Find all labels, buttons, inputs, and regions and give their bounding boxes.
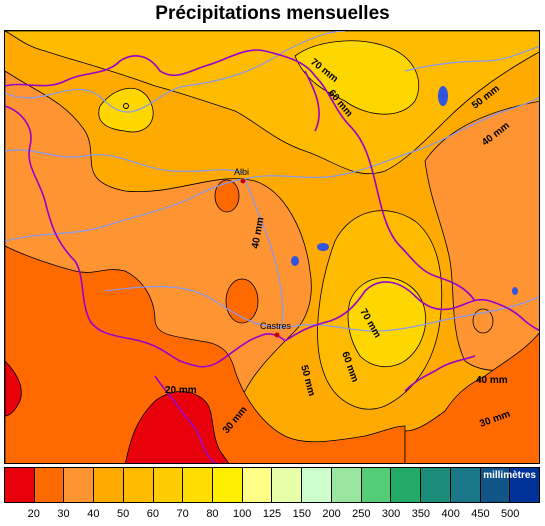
color-scale-ticks: 20 30 40 50 60 70 80 100 125 150 200 250 300 350 400 45… bbox=[4, 508, 540, 522]
city-label-albi: Albi bbox=[234, 167, 249, 177]
legend-swatch bbox=[5, 468, 35, 502]
legend-tick-label: 150 bbox=[292, 508, 311, 520]
legend-tick-label: 100 bbox=[233, 508, 252, 520]
band-40mm-pocket bbox=[472, 308, 494, 334]
legend-swatch bbox=[213, 468, 243, 502]
legend-tick-label: 20 bbox=[27, 508, 40, 520]
legend-tick-label: 50 bbox=[116, 508, 130, 520]
band-30mm-east bbox=[404, 332, 539, 463]
legend-tick-label: 80 bbox=[206, 508, 219, 520]
map-title: Précipitations mensuelles bbox=[155, 3, 390, 24]
legend-tick-label: 40 bbox=[87, 508, 100, 520]
band-30mm-pocket-1 bbox=[214, 179, 240, 213]
legend-swatch bbox=[510, 468, 539, 502]
legend-swatch bbox=[123, 468, 154, 502]
department-borders bbox=[5, 49, 539, 463]
legend-tick-label: 350 bbox=[411, 508, 431, 520]
legend-swatch bbox=[242, 468, 273, 502]
legend-swatch bbox=[34, 468, 65, 502]
color-scale-bar bbox=[4, 467, 540, 503]
legend-swatch bbox=[153, 468, 184, 502]
legend-tick-label: 450 bbox=[471, 508, 490, 520]
band-20mm-west bbox=[5, 360, 22, 417]
city-marker-albi bbox=[240, 178, 246, 184]
legend-swatch bbox=[450, 468, 481, 502]
legend-tick-label: 400 bbox=[441, 508, 460, 520]
peak-marker bbox=[123, 103, 129, 109]
contour-label: 40 mm bbox=[250, 216, 266, 249]
precipitation-map: Albi Castres 70 mm 60 mm 50 mm 40 mm 40 … bbox=[4, 30, 540, 464]
lakes bbox=[291, 86, 518, 295]
legend-swatch bbox=[64, 468, 95, 502]
legend-swatch bbox=[183, 468, 214, 502]
band-30mm-pocket-2 bbox=[225, 278, 259, 324]
contour-label: 20 mm bbox=[165, 385, 197, 396]
band-70mm-nw bbox=[98, 87, 154, 133]
legend-swatch bbox=[480, 468, 511, 502]
legend-tick-label: 125 bbox=[262, 508, 282, 520]
rivers bbox=[5, 31, 539, 332]
legend-tick-label: 60 bbox=[146, 508, 159, 520]
legend-tick-label: 500 bbox=[501, 508, 520, 520]
band-70mm-east bbox=[347, 277, 427, 368]
legend-tick-label: 200 bbox=[322, 508, 341, 520]
legend-tick-label: 300 bbox=[381, 508, 401, 520]
band-40mm-east bbox=[424, 100, 539, 371]
legend-swatch bbox=[421, 468, 451, 502]
legend-tick-label: 30 bbox=[57, 508, 70, 520]
legend-swatch bbox=[361, 468, 392, 502]
band-70mm-north bbox=[294, 40, 420, 115]
contour-label: 40 mm bbox=[476, 375, 508, 386]
legend-swatch bbox=[331, 468, 362, 502]
band-30mm-sw bbox=[5, 245, 406, 463]
legend-tick-label: 70 bbox=[176, 508, 189, 520]
legend-unit: millimètres bbox=[483, 470, 536, 481]
legend-swatch bbox=[272, 468, 303, 502]
legend-swatch bbox=[302, 468, 332, 502]
legend-swatch bbox=[94, 468, 124, 502]
legend-swatch bbox=[391, 468, 422, 502]
city-label-castres: Castres bbox=[260, 321, 292, 331]
city-marker-castres bbox=[274, 332, 280, 338]
legend-tick-label: 250 bbox=[352, 508, 371, 520]
